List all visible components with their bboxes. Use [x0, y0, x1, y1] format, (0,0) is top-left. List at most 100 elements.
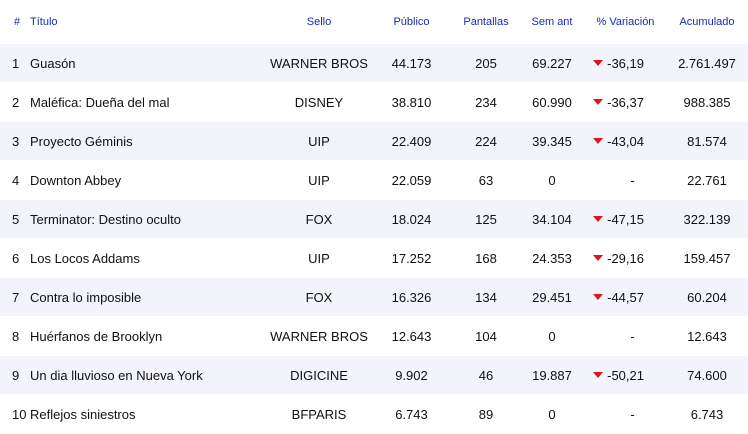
header-acumulado[interactable]: Acumulado: [679, 16, 735, 28]
variacion-value: -29,16: [607, 250, 644, 266]
row-rank: 4: [0, 160, 28, 200]
row-pantallas: 89: [453, 394, 519, 434]
header-sem-ant[interactable]: Sem ant: [531, 16, 573, 28]
row-rank: 1: [0, 44, 28, 83]
triangle-down-icon: [593, 294, 604, 301]
variacion-value: -: [630, 172, 635, 188]
row-rank: 7: [0, 277, 28, 317]
row-sello: WARNER BROS: [268, 44, 370, 83]
row-pantallas: 63: [453, 160, 519, 200]
row-variacion: -43,04: [585, 121, 666, 161]
header-pantallas[interactable]: Pantallas: [463, 16, 509, 28]
row-publico: 12.643: [370, 316, 453, 356]
row-rank: 2: [0, 82, 28, 122]
row-acumulado: 2.761.497: [666, 44, 748, 83]
table-row: 8 Huérfanos de Brooklyn WARNER BROS 12.643 1…: [0, 316, 748, 356]
row-sello: DISNEY: [268, 82, 370, 122]
row-pantallas: 125: [453, 199, 519, 239]
row-sello: DIGICINE: [268, 355, 370, 395]
row-acumulado: 74.600: [666, 355, 748, 395]
row-sem-ant: 0: [519, 160, 585, 200]
row-acumulado: 12.643: [666, 316, 748, 356]
variacion-value: -47,15: [607, 211, 644, 227]
triangle-down-icon: [593, 216, 604, 223]
row-acumulado: 22.761: [666, 160, 748, 200]
row-sem-ant: 34.104: [519, 199, 585, 239]
variacion-value: -43,04: [607, 133, 644, 149]
table-row: 2 Maléfica: Dueña del mal DISNEY 38.810 234 6…: [0, 82, 748, 122]
row-rank: 10: [0, 394, 28, 434]
row-title: Downton Abbey: [28, 160, 268, 200]
row-title: Reflejos siniestros: [28, 394, 268, 434]
table-row: 10 Reflejos siniestros BFPARIS 6.743 89 0-6.7…: [0, 394, 748, 434]
row-sem-ant: 60.990: [519, 82, 585, 122]
row-title: Maléfica: Dueña del mal: [28, 82, 268, 122]
row-sem-ant: 29.451: [519, 277, 585, 317]
row-publico: 6.743: [370, 394, 453, 434]
header-sello[interactable]: Sello: [306, 16, 332, 28]
row-acumulado: 322.139: [666, 199, 748, 239]
row-publico: 9.902: [370, 355, 453, 395]
row-sello: UIP: [268, 238, 370, 278]
row-sello: UIP: [268, 160, 370, 200]
table-row: 7 Contra lo imposible FOX 16.326 134 29.451 -4…: [0, 277, 748, 317]
row-publico: 16.326: [370, 277, 453, 317]
row-publico: 38.810: [370, 82, 453, 122]
row-variacion: -36,37: [585, 82, 666, 122]
header-num[interactable]: #: [14, 16, 21, 28]
header-title[interactable]: Título: [30, 16, 58, 28]
row-rank: 8: [0, 316, 28, 356]
table-row: 3 Proyecto Géminis UIP 22.409 224 39.345 -43,0…: [0, 121, 748, 161]
triangle-down-icon: [593, 99, 604, 106]
variacion-value: -36,19: [607, 55, 644, 71]
row-publico: 18.024: [370, 199, 453, 239]
row-rank: 5: [0, 199, 28, 239]
row-variacion: -36,19: [585, 44, 666, 83]
row-publico: 22.409: [370, 121, 453, 161]
row-acumulado: 60.204: [666, 277, 748, 317]
variacion-value: -: [630, 406, 635, 422]
variacion-value: -50,21: [607, 367, 644, 383]
row-sem-ant: 39.345: [519, 121, 585, 161]
row-sello: WARNER BROS: [268, 316, 370, 356]
row-sem-ant: 0: [519, 394, 585, 434]
row-sem-ant: 69.227: [519, 44, 585, 83]
row-title: Contra lo imposible: [28, 277, 268, 317]
triangle-down-icon: [593, 255, 604, 262]
row-pantallas: 234: [453, 82, 519, 122]
row-pantallas: 104: [453, 316, 519, 356]
row-rank: 3: [0, 121, 28, 161]
row-title: Los Locos Addams: [28, 238, 268, 278]
variacion-value: -44,57: [607, 289, 644, 305]
row-title: Huérfanos de Brooklyn: [28, 316, 268, 356]
row-sello: FOX: [268, 277, 370, 317]
row-pantallas: 224: [453, 121, 519, 161]
table-row: 6 Los Locos Addams UIP 17.252 168 24.353 -29,1…: [0, 238, 748, 278]
table-row: 1 Guasón WARNER BROS 44.173 205 69.227 -36,19 2…: [0, 44, 748, 83]
row-acumulado: 159.457: [666, 238, 748, 278]
variacion-value: -36,37: [607, 94, 644, 110]
table-row: 9 Un dia lluvioso en Nueva York DIGICINE 9.…: [0, 355, 748, 395]
header-publico[interactable]: Público: [393, 16, 430, 28]
row-sello: UIP: [268, 121, 370, 161]
row-variacion: -29,16: [585, 238, 666, 278]
row-pantallas: 168: [453, 238, 519, 278]
variacion-value: -: [630, 328, 635, 344]
triangle-down-icon: [593, 60, 604, 67]
row-rank: 9: [0, 355, 28, 395]
row-publico: 22.059: [370, 160, 453, 200]
row-title: Un dia lluvioso en Nueva York: [28, 355, 268, 395]
row-variacion: -50,21: [585, 355, 666, 395]
row-title: Proyecto Géminis: [28, 121, 268, 161]
row-publico: 44.173: [370, 44, 453, 83]
row-title: Terminator: Destino oculto: [28, 199, 268, 239]
row-sello: BFPARIS: [268, 394, 370, 434]
row-title: Guasón: [28, 44, 268, 83]
row-variacion: -: [585, 316, 666, 356]
row-acumulado: 988.385: [666, 82, 748, 122]
row-sem-ant: 19.887: [519, 355, 585, 395]
row-sello: FOX: [268, 199, 370, 239]
header-variacion[interactable]: % Variación: [596, 16, 655, 28]
table-row: 5 Terminator: Destino oculto FOX 18.024 125 3…: [0, 199, 748, 239]
